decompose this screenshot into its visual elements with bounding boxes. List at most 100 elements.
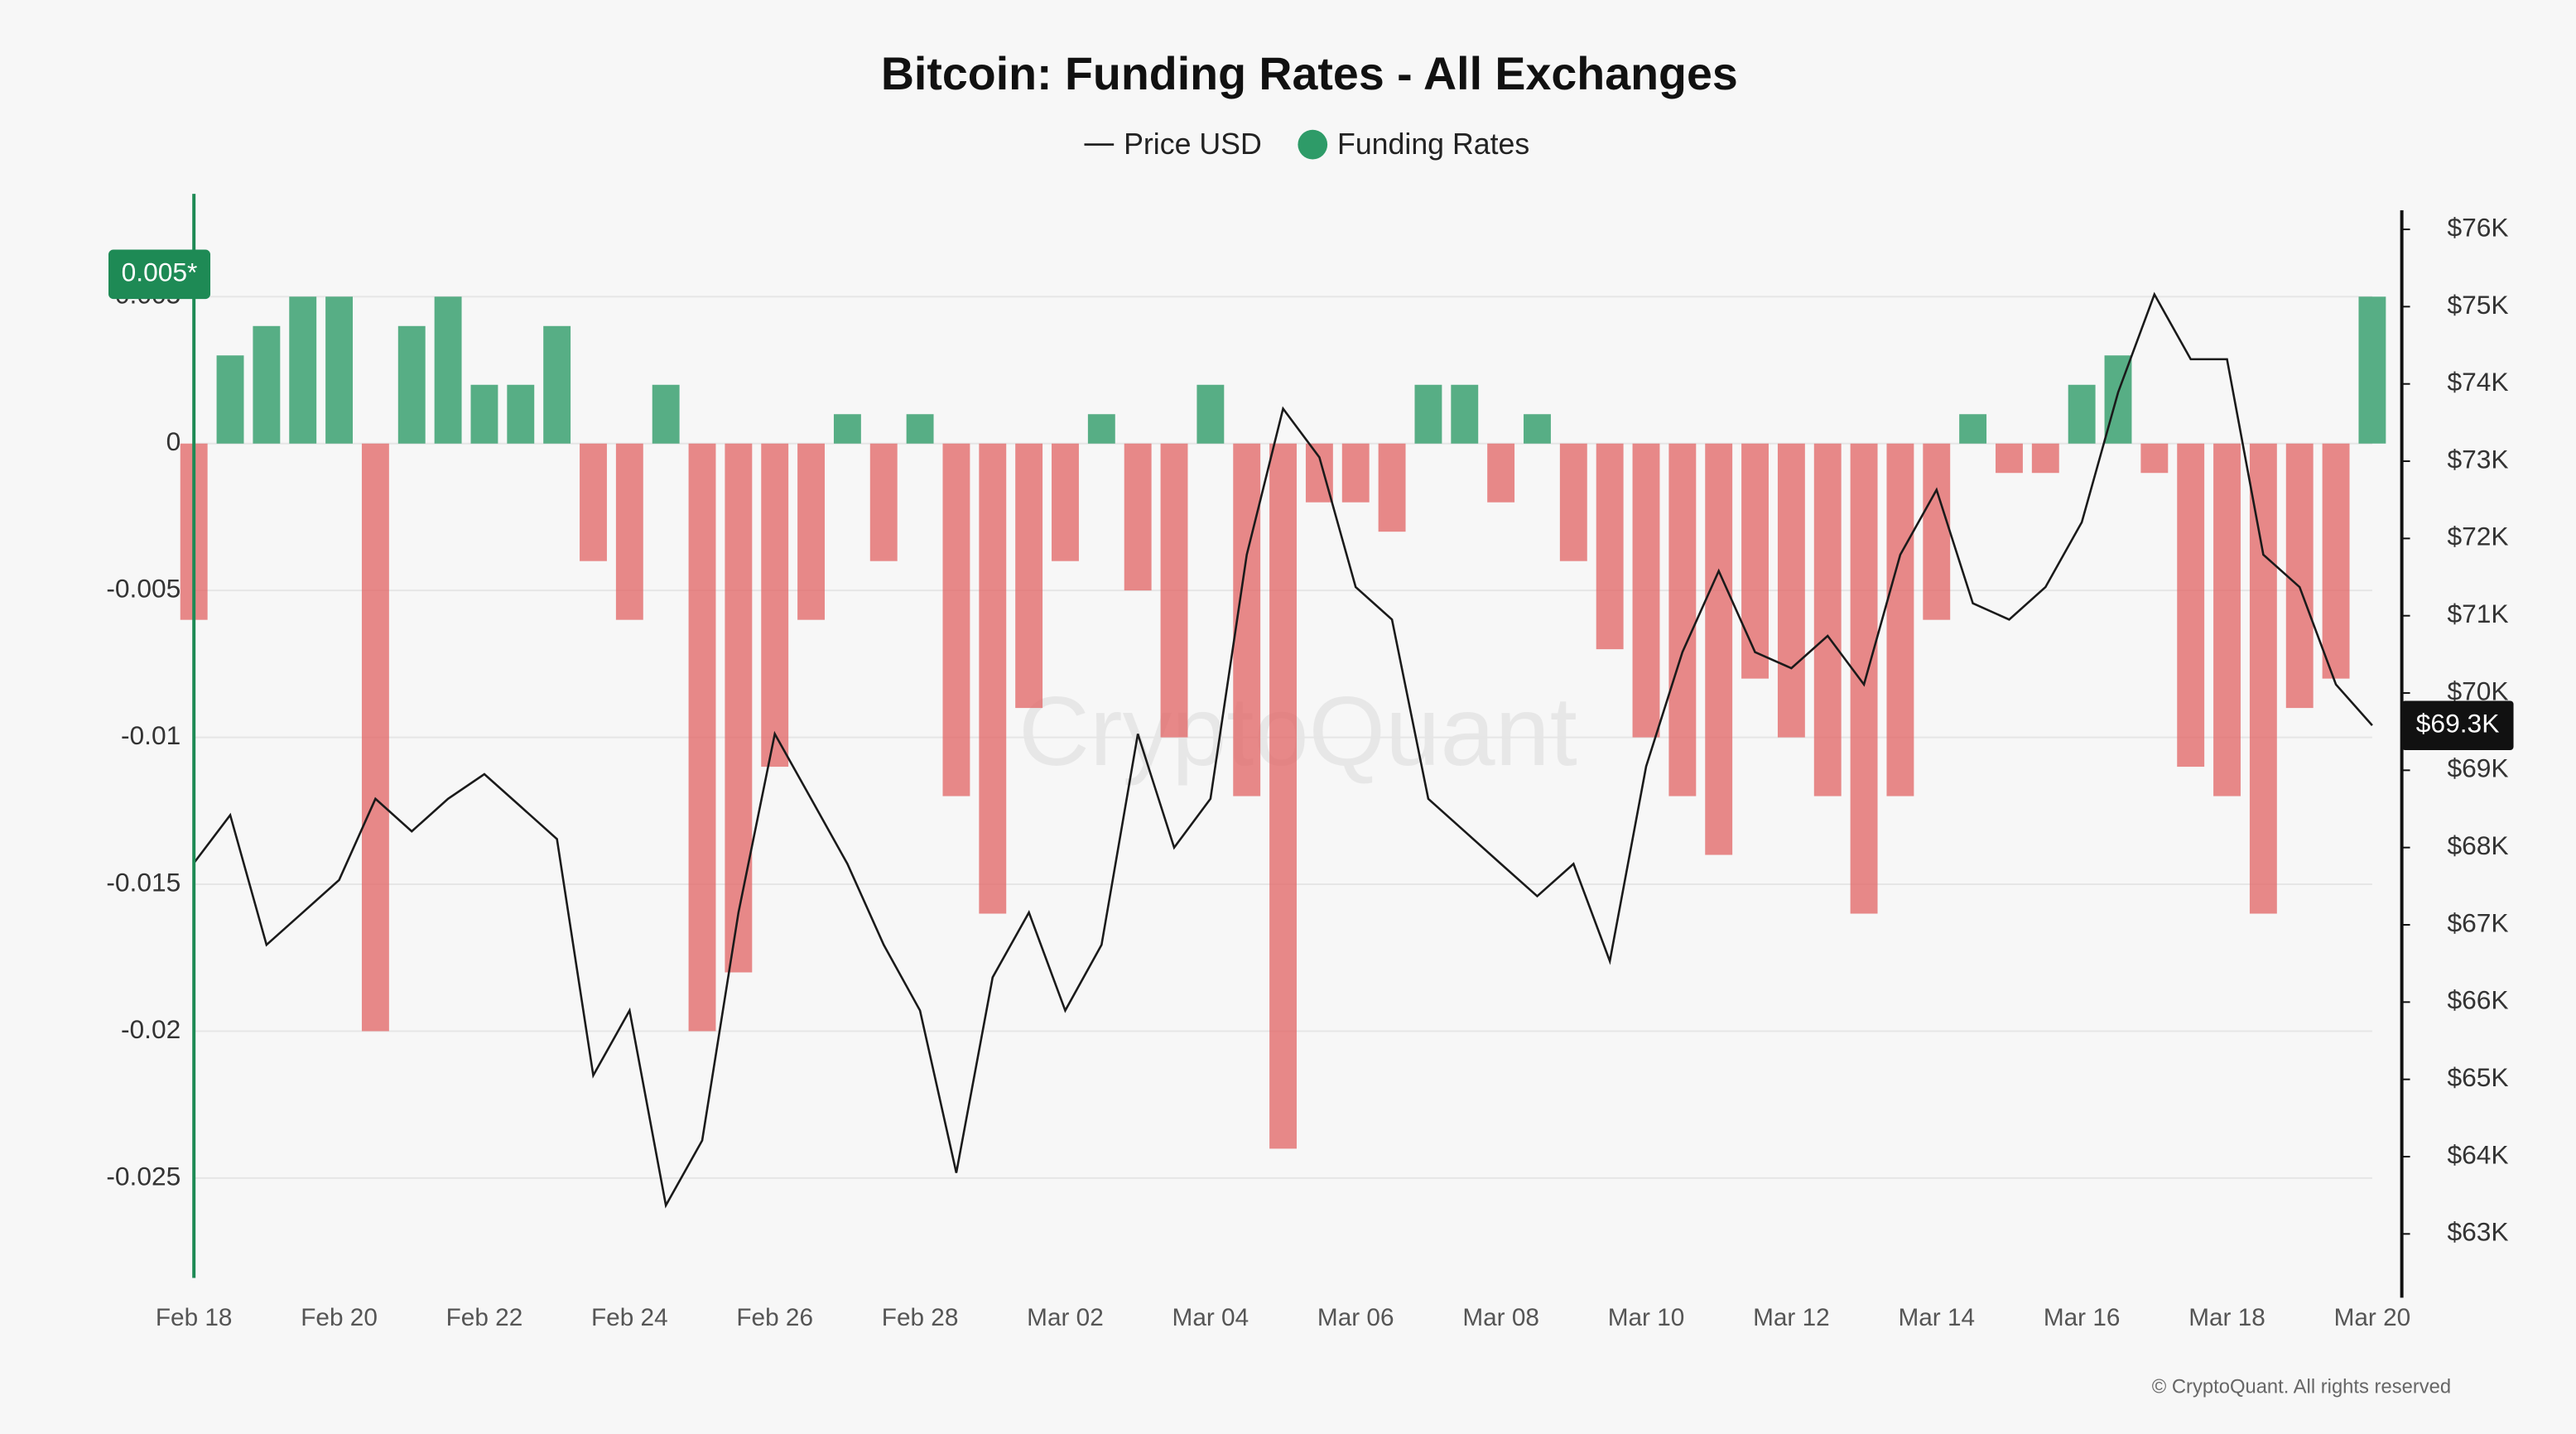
bar	[1886, 443, 1914, 796]
bar	[652, 384, 680, 444]
y-tick-label: -0.005	[106, 574, 181, 604]
bar	[2068, 384, 2096, 444]
bar	[1741, 443, 1769, 679]
bar	[942, 443, 970, 796]
current-price-label: $69.3K	[2416, 709, 2500, 739]
x-tick-label: Feb 28	[882, 1304, 959, 1331]
bar	[1850, 443, 1878, 914]
price-line	[193, 291, 2373, 1209]
bar	[1632, 443, 1660, 738]
bar	[1341, 443, 1370, 503]
current-rate-badge	[108, 249, 211, 300]
y2-tick-label: $65K	[2447, 1062, 2508, 1092]
bar	[1269, 443, 1297, 1149]
bar	[470, 384, 498, 444]
bar	[1668, 443, 1697, 796]
bar	[434, 296, 462, 444]
y2-tick-label: $64K	[2447, 1139, 2508, 1169]
bar	[1996, 443, 2023, 474]
current-rate-label: 0.005*	[122, 257, 198, 287]
x-tick-label: Feb 26	[736, 1304, 813, 1331]
bar	[397, 325, 426, 444]
watermark: CryptoQuant	[1018, 676, 1577, 787]
bar	[2358, 296, 2386, 444]
bar	[289, 296, 317, 444]
y-tick-label: -0.015	[106, 867, 181, 897]
y2-tick-label: $72K	[2447, 522, 2508, 551]
x-tick-label: Mar 08	[1462, 1304, 1539, 1331]
bar	[1923, 443, 1951, 620]
bar	[725, 443, 753, 973]
x-tick-label: Mar 16	[2044, 1304, 2121, 1331]
bar	[1813, 443, 1842, 796]
x-tick-label: Feb 24	[591, 1304, 668, 1331]
bar	[543, 325, 571, 444]
y2-tick-label: $67K	[2447, 907, 2508, 937]
x-tick-label: Feb 20	[301, 1304, 378, 1331]
bar	[797, 443, 825, 620]
bar	[1559, 443, 1587, 561]
y2-tick-label: $70K	[2447, 676, 2508, 705]
y2-tick-label: $75K	[2447, 290, 2508, 320]
y2-tick-label: $69K	[2447, 753, 2508, 783]
legend-dot	[1298, 129, 1328, 160]
bar	[2249, 443, 2277, 914]
bar	[1124, 443, 1152, 591]
y-tick-label: -0.025	[106, 1161, 181, 1191]
bar	[1087, 414, 1115, 444]
y-tick-label: 0	[166, 426, 181, 456]
y-tick-label: -0.01	[121, 720, 181, 750]
x-tick-label: Mar 04	[1172, 1304, 1249, 1331]
bar	[1378, 443, 1406, 532]
x-tick-label: Mar 20	[2334, 1304, 2411, 1331]
y2-tick-label: $68K	[2447, 830, 2508, 860]
bar	[1777, 443, 1805, 738]
x-tick-label: Mar 10	[1608, 1304, 1685, 1331]
bar	[1959, 414, 1987, 444]
bar	[1197, 384, 1225, 444]
bar	[216, 355, 244, 444]
bar	[833, 414, 861, 444]
bar	[979, 443, 1007, 914]
bar	[507, 384, 535, 444]
x-tick-label: Mar 12	[1753, 1304, 1830, 1331]
bar	[2213, 443, 2241, 796]
bar	[1052, 443, 1079, 561]
bar	[1015, 443, 1043, 709]
bar	[2177, 443, 2205, 768]
y2-tick-label: $71K	[2447, 599, 2508, 628]
bar	[906, 414, 934, 444]
bar	[2285, 443, 2314, 709]
bar	[1451, 384, 1479, 444]
bar	[1160, 443, 1188, 738]
legend: Price USD Funding Rates	[1084, 128, 1529, 161]
bar	[1596, 443, 1624, 650]
x-tick-label: Mar 06	[1317, 1304, 1394, 1331]
y2-tick-label: $76K	[2447, 212, 2508, 242]
bar	[688, 443, 716, 1032]
bar	[1705, 443, 1733, 855]
bar	[253, 325, 281, 444]
bar	[615, 443, 643, 620]
bar	[761, 443, 789, 768]
bar	[580, 443, 607, 561]
x-tick-label: Feb 22	[446, 1304, 523, 1331]
x-tick-label: Mar 14	[1898, 1304, 1975, 1331]
bar	[325, 296, 354, 444]
y2-tick-label: $74K	[2447, 367, 2508, 397]
chart-title: Bitcoin: Funding Rates - All Exchanges	[881, 48, 1738, 99]
bar	[2031, 443, 2059, 474]
y2-tick-label: $66K	[2447, 985, 2508, 1015]
bar	[1414, 384, 1442, 444]
bar	[1487, 443, 1515, 503]
y2-tick-label: $73K	[2447, 444, 2508, 474]
current-price-badge	[2401, 700, 2514, 750]
legend-label: Funding Rates	[1337, 128, 1529, 161]
bar	[2322, 443, 2350, 679]
y-tick-label: -0.02	[121, 1014, 181, 1044]
x-tick-label: Mar 18	[2188, 1304, 2265, 1331]
legend-label: Price USD	[1124, 128, 1262, 161]
credit: © CryptoQuant. All rights reserved	[2152, 1376, 2451, 1398]
